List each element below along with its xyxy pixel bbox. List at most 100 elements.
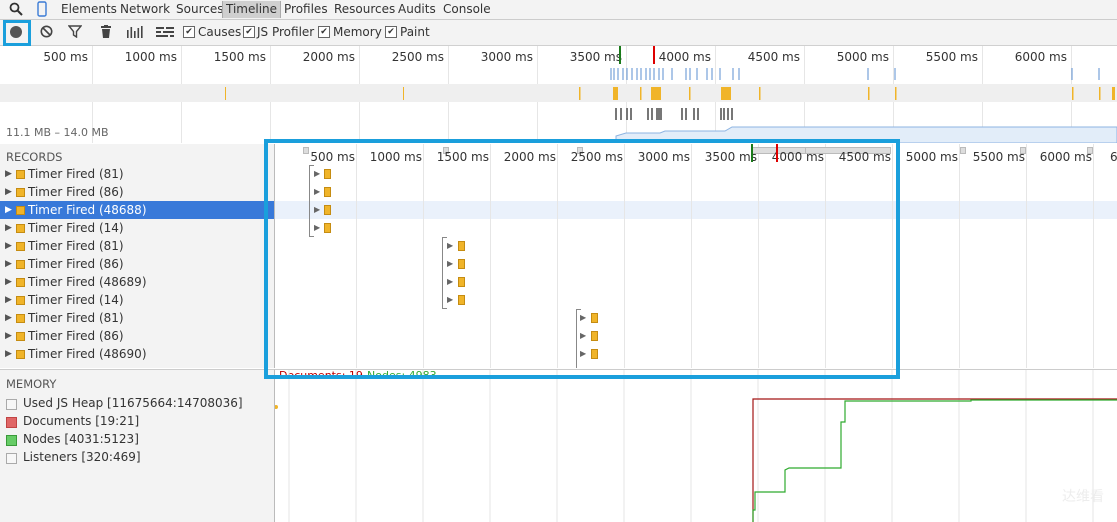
expand-icon[interactable]: ▶ [5,349,12,359]
counter-checkbox[interactable] [6,435,17,446]
expand-icon[interactable]: ▶ [314,223,321,232]
tab-profiles[interactable]: Profiles [284,2,328,16]
timer-bar[interactable] [324,223,331,233]
timer-bar[interactable] [324,205,331,215]
expand-icon[interactable]: ▶ [5,169,12,179]
clear-icon[interactable] [40,25,53,41]
timer-icon [16,188,25,197]
timer-bar[interactable] [591,349,598,359]
expand-icon[interactable]: ▶ [447,241,454,250]
expand-icon[interactable]: ▶ [5,331,12,341]
overview-tick: 3500 ms [569,50,622,64]
expand-icon[interactable]: ▶ [5,187,12,197]
timer-bar[interactable] [324,187,331,197]
record-row[interactable]: ▶ Timer Fired (86) [0,183,274,201]
record-row[interactable]: ▶ Timer Fired (81) [0,237,274,255]
counter-checkbox[interactable] [6,453,17,464]
record-row[interactable]: ▶ Timer Fired (81) [0,309,274,327]
records-tick: 500 ms [310,150,355,164]
timer-bar[interactable] [324,169,331,179]
expand-icon[interactable]: ▶ [5,241,12,251]
record-row[interactable]: ▶ Timer Fired (48690) [0,345,274,363]
tab-audits[interactable]: Audits [398,2,436,16]
timer-icon [16,206,25,215]
records-area-highlight [264,139,900,379]
expand-icon[interactable]: ▶ [5,313,12,323]
bar-chart-icon[interactable] [126,25,145,41]
timer-icon [16,224,25,233]
records-tick: 4500 ms [838,150,891,164]
memory-label: Memory [333,25,382,39]
expand-icon[interactable]: ▶ [580,313,587,322]
memory-panel: MEMORY Used JS Heap [11675664:14708036] … [0,369,275,522]
expand-icon[interactable]: ▶ [580,349,587,358]
tab-elements[interactable]: Elements [61,2,117,16]
record-row[interactable]: ▶ Timer Fired (86) [0,327,274,345]
expand-icon[interactable]: ▶ [5,259,12,269]
causes-checkbox[interactable]: ✔ [183,26,195,38]
expand-icon[interactable]: ▶ [447,259,454,268]
record-row[interactable]: ▶ Timer Fired (81) [0,165,274,183]
timer-icon [16,314,25,323]
memory-graph[interactable]: Documents: 19 Nodes: 4983 达维看 [275,369,1117,522]
records-panel: RECORDS ▶ Timer Fired (81) ▶ Timer Fired (… [0,144,275,368]
search-icon[interactable] [9,2,23,19]
records-tick: 2000 ms [503,150,556,164]
records-tick: 6000 ms [1039,150,1092,164]
expand-icon[interactable]: ▶ [5,295,12,305]
trash-icon[interactable] [100,25,112,41]
overview-rendering-row [615,108,733,120]
records-timeline[interactable]: 500 ms 1000 ms 1500 ms 2000 ms 2500 ms 3… [275,144,1117,368]
timer-bar[interactable] [458,277,465,287]
paint-checkbox[interactable]: ✔ [385,26,397,38]
record-row[interactable]: ▶ Timer Fired (14) [0,219,274,237]
expand-icon[interactable]: ▶ [314,187,321,196]
record-label: Timer Fired (86) [28,185,124,199]
records-tick: 1000 ms [369,150,422,164]
timer-bar[interactable] [591,331,598,341]
expand-icon[interactable]: ▶ [5,277,12,287]
expand-icon[interactable]: ▶ [5,223,12,233]
record-row[interactable]: ▶ Timer Fired (48689) [0,273,274,291]
expand-icon[interactable]: ▶ [447,295,454,304]
expand-icon[interactable]: ▶ [447,277,454,286]
record-row[interactable]: ▶ Timer Fired (14) [0,291,274,309]
record-label: Timer Fired (86) [28,329,124,343]
overview-tick: 6000 ms [1014,50,1067,64]
timer-icon [16,260,25,269]
memory-graph-svg [275,370,1117,522]
tab-sources[interactable]: Sources [176,2,224,16]
record-button-highlight [3,20,31,46]
tab-network[interactable]: Network [120,2,171,16]
device-mode-icon[interactable] [37,1,47,20]
record-label: Timer Fired (81) [28,311,124,325]
records-tick: 3000 ms [637,150,690,164]
selected-row-highlight [275,201,1117,219]
expand-icon[interactable]: ▶ [5,205,12,215]
record-label: Timer Fired (48690) [28,347,147,361]
counter-checkbox[interactable] [6,399,17,410]
timeline-overview[interactable]: 500 ms 1000 ms 1500 ms 2000 ms 2500 ms 3… [0,46,1117,143]
timer-bar[interactable] [458,241,465,251]
tab-timeline[interactable]: Timeline [222,1,282,18]
js-profiler-checkbox[interactable]: ✔ [243,26,255,38]
filter-icon[interactable] [67,25,83,41]
overview-tick: 2000 ms [302,50,355,64]
record-label: Timer Fired (14) [28,293,124,307]
record-group-bracket [309,165,314,237]
timer-bar[interactable] [458,259,465,269]
timer-bar[interactable] [458,295,465,305]
memory-checkbox[interactable]: ✔ [318,26,330,38]
expand-icon[interactable]: ▶ [580,331,587,340]
expand-icon[interactable]: ▶ [314,169,321,178]
tab-console[interactable]: Console [443,2,491,16]
counter-checkbox[interactable] [6,417,17,428]
tab-resources[interactable]: Resources [334,2,396,16]
expand-icon[interactable]: ▶ [314,205,321,214]
timer-bar[interactable] [591,313,598,323]
record-row-selected[interactable]: ▶ Timer Fired (48688) [0,201,274,219]
record-row[interactable]: ▶ Timer Fired (86) [0,255,274,273]
flame-chart-icon[interactable] [155,25,175,41]
timer-icon [16,332,25,341]
record-button[interactable] [10,26,22,38]
